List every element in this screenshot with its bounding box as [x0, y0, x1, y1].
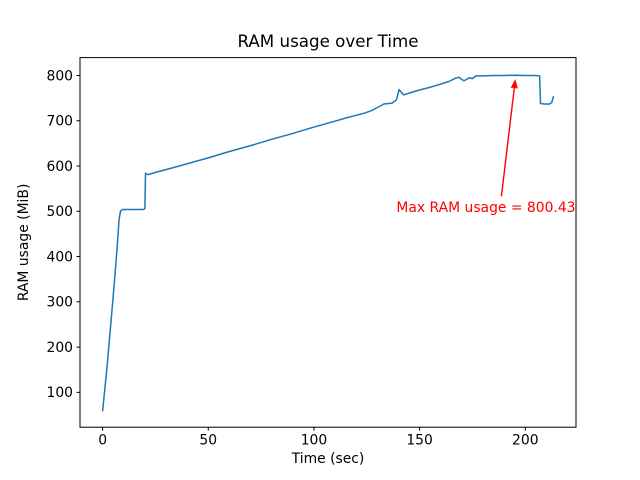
- axes-spines: [79, 57, 577, 428]
- y-tick-label: 300: [46, 295, 73, 311]
- plot-border: [79, 57, 577, 428]
- max-ram-annotation: Max RAM usage = 800.43: [396, 200, 575, 216]
- x-tick-label: 200: [512, 433, 539, 449]
- x-tick-label: 100: [301, 433, 328, 449]
- x-tick-label: 150: [406, 433, 433, 449]
- axis-ticks: 0 50 100 150 200 100 200 300 400 500 600 700 800: [46, 68, 538, 448]
- y-tick-label: 400: [46, 249, 73, 265]
- arrow-shaft: [500, 84, 516, 197]
- y-tick-label: 500: [46, 204, 73, 220]
- x-tick-label: 0: [98, 433, 107, 449]
- chart-title: RAM usage over Time: [237, 31, 418, 51]
- y-tick-label: 600: [46, 159, 73, 175]
- y-tick-label: 200: [46, 340, 73, 356]
- x-tick-label: 50: [199, 433, 217, 449]
- y-tick-label: 700: [46, 114, 73, 130]
- data-series: [101, 74, 555, 412]
- arrow-head: [510, 79, 518, 89]
- x-axis-label: Time (sec): [291, 451, 365, 467]
- y-tick-label: 100: [46, 385, 73, 401]
- ram-usage-line: [101, 74, 555, 412]
- annotation-arrow: [500, 79, 518, 197]
- y-tick-label: 800: [46, 68, 73, 84]
- y-axis-label: RAM usage (MiB): [16, 184, 32, 302]
